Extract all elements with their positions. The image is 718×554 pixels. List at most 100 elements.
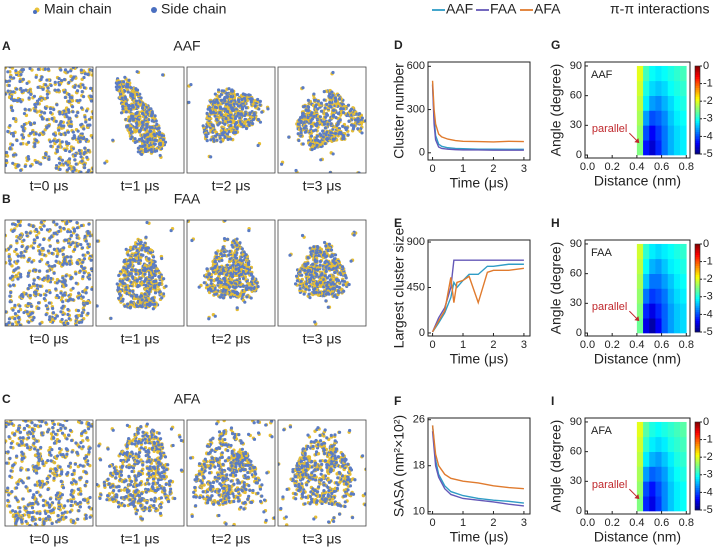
bead-side (160, 256, 164, 261)
bead-side (55, 149, 59, 154)
bead-side (72, 247, 77, 252)
bead-side (81, 253, 85, 257)
bead-side (146, 246, 151, 250)
bead-side (323, 106, 327, 110)
bead-side (338, 271, 342, 275)
snapshot-frame (186, 66, 276, 174)
bead-side (66, 108, 71, 112)
bead-side (303, 262, 307, 266)
bead-side (123, 75, 127, 79)
bead-side (30, 311, 34, 315)
bead-side (231, 245, 235, 249)
bead-side (209, 288, 213, 292)
bead-side (51, 139, 56, 143)
bead-side (208, 106, 212, 110)
bead-side (143, 143, 147, 147)
bead-side (89, 94, 93, 99)
bead-side (335, 295, 339, 299)
bead-side (140, 298, 144, 302)
bead-side (146, 140, 150, 144)
bead-side (136, 150, 140, 154)
bead-side (325, 130, 329, 134)
bead-side (115, 282, 119, 286)
bead-side (133, 140, 137, 144)
bead-side (216, 101, 220, 105)
snapshot (187, 67, 275, 173)
bead-side (301, 142, 305, 146)
bead-side (82, 75, 86, 80)
bead-side (74, 314, 78, 318)
bead-side (27, 157, 31, 161)
bead-side (126, 253, 130, 257)
bead-side (56, 139, 60, 143)
bead-side (30, 260, 34, 264)
bead-side (209, 138, 213, 142)
bead-side (91, 135, 93, 140)
bead-side (228, 257, 232, 261)
bead-side (336, 112, 341, 116)
snapshot-frame (4, 66, 94, 174)
bead-side (11, 153, 16, 157)
bead-side (11, 131, 15, 135)
bead-side (145, 122, 149, 126)
bead-side (137, 137, 142, 142)
bead-side (76, 296, 81, 300)
snapshot (96, 67, 184, 173)
bead-side (27, 283, 32, 287)
bead-side (153, 260, 157, 264)
bead-side (58, 225, 62, 229)
bead-side (38, 284, 42, 288)
bead-side (67, 92, 71, 97)
bead-side (332, 257, 337, 261)
bead-side (79, 243, 83, 247)
bead-side (60, 220, 64, 222)
bead-side (117, 85, 121, 89)
panel-letter: A (2, 39, 11, 53)
bead-side (213, 260, 217, 264)
bead-side (16, 277, 20, 281)
bead-side (145, 220, 149, 225)
bead-side (42, 224, 46, 228)
bead-side (67, 99, 71, 103)
bead-side (8, 262, 12, 266)
bead-side (212, 110, 216, 114)
bead-side (308, 246, 312, 250)
bead-side (314, 124, 319, 128)
snapshot (187, 220, 275, 326)
time-label: t=1 μs (121, 331, 160, 347)
bead-side (52, 132, 56, 136)
bead-side (121, 104, 125, 109)
bead-side (309, 125, 313, 129)
bead-side (153, 269, 158, 273)
bead-side (215, 255, 219, 259)
bead-side (235, 247, 239, 251)
bead-side (49, 276, 53, 281)
bead-side (83, 234, 87, 238)
bead-side (313, 138, 318, 142)
bead-side (27, 108, 31, 112)
bead-side (129, 300, 133, 304)
bead-side (149, 114, 154, 118)
bead-side (43, 67, 47, 71)
bead-side (228, 120, 232, 124)
bead-side (58, 249, 62, 253)
bead-side (71, 298, 75, 302)
bead-side (153, 114, 157, 118)
bead-side (205, 125, 209, 129)
bead-side (293, 282, 298, 286)
bead-side (25, 245, 29, 249)
bead-side (233, 116, 238, 121)
bead-side (124, 247, 128, 251)
bead-side (32, 238, 36, 242)
bead-side (68, 297, 73, 301)
snapshot-frame (95, 219, 185, 327)
bead-side (57, 157, 61, 161)
bead-side (27, 320, 31, 324)
bead-side (35, 283, 39, 287)
bead-side (214, 251, 218, 255)
bead-side (216, 281, 221, 285)
bead-side (238, 241, 242, 245)
bead-side (349, 107, 354, 111)
time-label: t=2 μs (212, 331, 251, 347)
